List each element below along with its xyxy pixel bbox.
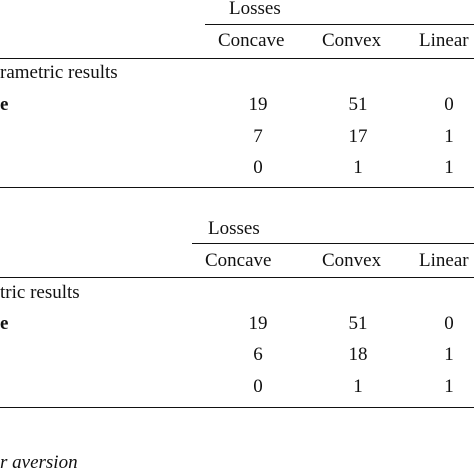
bottom-col-header-concave: Concave <box>205 250 272 271</box>
bottom-col-header-linear: Linear <box>419 250 469 271</box>
bottom-row-2-concave: 6 <box>253 344 263 365</box>
top-row-3-convex: 1 <box>353 157 363 178</box>
bottom-row-1-concave: 19 <box>248 313 268 334</box>
top-row-3-linear: 1 <box>444 157 454 178</box>
bottom-row-3-linear: 1 <box>444 376 454 397</box>
bottom-row-1-label: e <box>0 313 9 334</box>
top-col-header-convex: Convex <box>322 30 382 51</box>
bottom-row-2-convex: 18 <box>348 344 368 365</box>
top-row-2-linear: 1 <box>444 126 454 147</box>
bottom-row-2-linear: 1 <box>444 344 454 365</box>
bottom-group-rule <box>192 243 474 244</box>
bottom-group-header-losses: Losses <box>208 218 260 239</box>
bottom-row-3-convex: 1 <box>353 376 363 397</box>
top-row-1-linear: 0 <box>444 94 454 115</box>
top-col-header-linear: Linear <box>419 30 469 51</box>
top-row-1-label: e <box>0 94 9 115</box>
top-bottom-rule <box>0 187 474 188</box>
bottom-row-3-concave: 0 <box>253 376 263 397</box>
top-row-2-concave: 7 <box>253 126 263 147</box>
top-col-header-concave: Concave <box>218 30 285 51</box>
top-row-2-convex: 17 <box>348 126 368 147</box>
top-group-header-losses: Losses <box>229 0 281 19</box>
bottom-row-1-convex: 51 <box>348 313 368 334</box>
top-header-rule <box>0 58 474 59</box>
footnote: r aversion <box>0 452 78 473</box>
top-section-label: rametric results <box>0 62 118 83</box>
top-row-1-concave: 19 <box>248 94 268 115</box>
bottom-row-1-linear: 0 <box>444 313 454 334</box>
bottom-section-label: tric results <box>0 282 80 303</box>
bottom-header-rule <box>0 277 474 278</box>
top-group-rule <box>205 24 474 25</box>
bottom-col-header-convex: Convex <box>322 250 382 271</box>
top-row-3-concave: 0 <box>253 157 263 178</box>
top-row-1-convex: 51 <box>348 94 368 115</box>
bottom-bottom-rule <box>0 407 474 408</box>
